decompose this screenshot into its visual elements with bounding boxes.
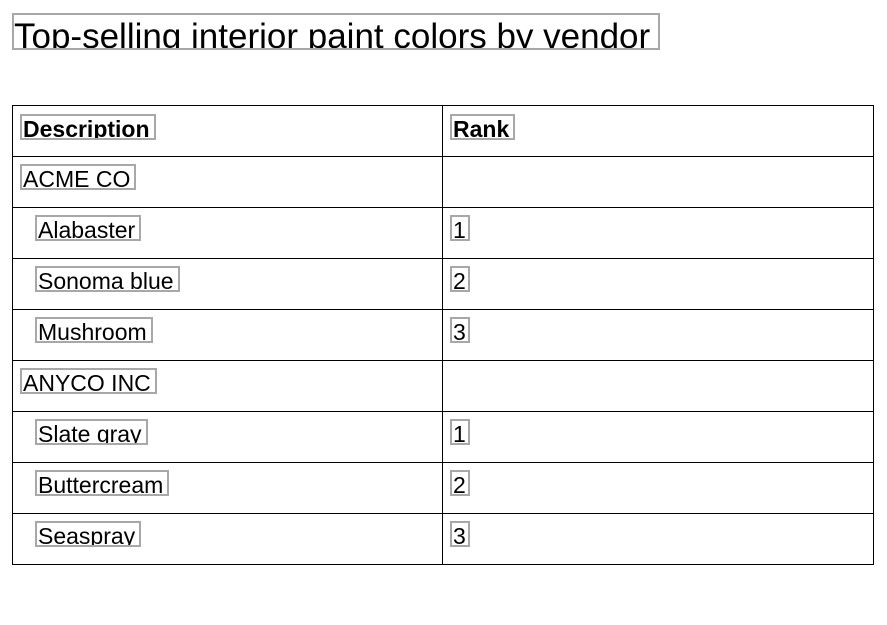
rank-cell: 2 <box>442 258 874 310</box>
header-rank-cell: Rank <box>442 105 874 157</box>
table-row-group-acme: ACME CO <box>12 156 874 208</box>
rank-cell: 1 <box>442 411 874 463</box>
header-description-cell: Description <box>12 105 443 157</box>
color-name: Buttercream <box>35 470 170 496</box>
header-description: Description <box>20 114 156 140</box>
rank-value: 1 <box>450 215 470 241</box>
rank-cell: 3 <box>442 513 874 565</box>
description-cell: Mushroom <box>12 309 443 361</box>
rank-cell: 2 <box>442 462 874 514</box>
vendor-name: ANYCO INC <box>20 368 157 394</box>
table-row: Sonoma blue 2 <box>12 258 874 310</box>
table-header-row: Description Rank <box>12 105 874 157</box>
header-rank: Rank <box>450 114 516 140</box>
vendor-paint-table: Description Rank ACME CO Alabaster 1 Son… <box>12 105 874 565</box>
rank-value: 2 <box>450 266 470 292</box>
rank-value: 3 <box>450 521 470 547</box>
table-row: Seaspray 3 <box>12 513 874 565</box>
table-row: Buttercream 2 <box>12 462 874 514</box>
rank-value: 1 <box>450 419 470 445</box>
table-row: Alabaster 1 <box>12 207 874 259</box>
color-name: Sonoma blue <box>35 266 180 292</box>
rank-cell: 3 <box>442 309 874 361</box>
rank-value: 3 <box>450 317 470 343</box>
rank-cell <box>442 360 874 412</box>
rank-cell <box>442 156 874 208</box>
color-name: Slate gray <box>35 419 148 445</box>
rank-value: 2 <box>450 470 470 496</box>
description-cell: Buttercream <box>12 462 443 514</box>
vendor-name: ACME CO <box>20 164 137 190</box>
rank-cell: 1 <box>442 207 874 259</box>
description-cell: Sonoma blue <box>12 258 443 310</box>
description-cell: Alabaster <box>12 207 443 259</box>
description-cell: ACME CO <box>12 156 443 208</box>
description-cell: Seaspray <box>12 513 443 565</box>
color-name: Alabaster <box>35 215 142 241</box>
page-title: Top-selling interior paint colors by ven… <box>12 13 661 50</box>
table-row: Slate gray 1 <box>12 411 874 463</box>
description-cell: Slate gray <box>12 411 443 463</box>
table-row-group-anyco: ANYCO INC <box>12 360 874 412</box>
color-name: Mushroom <box>35 317 153 343</box>
table-row: Mushroom 3 <box>12 309 874 361</box>
description-cell: ANYCO INC <box>12 360 443 412</box>
color-name: Seaspray <box>35 521 142 547</box>
